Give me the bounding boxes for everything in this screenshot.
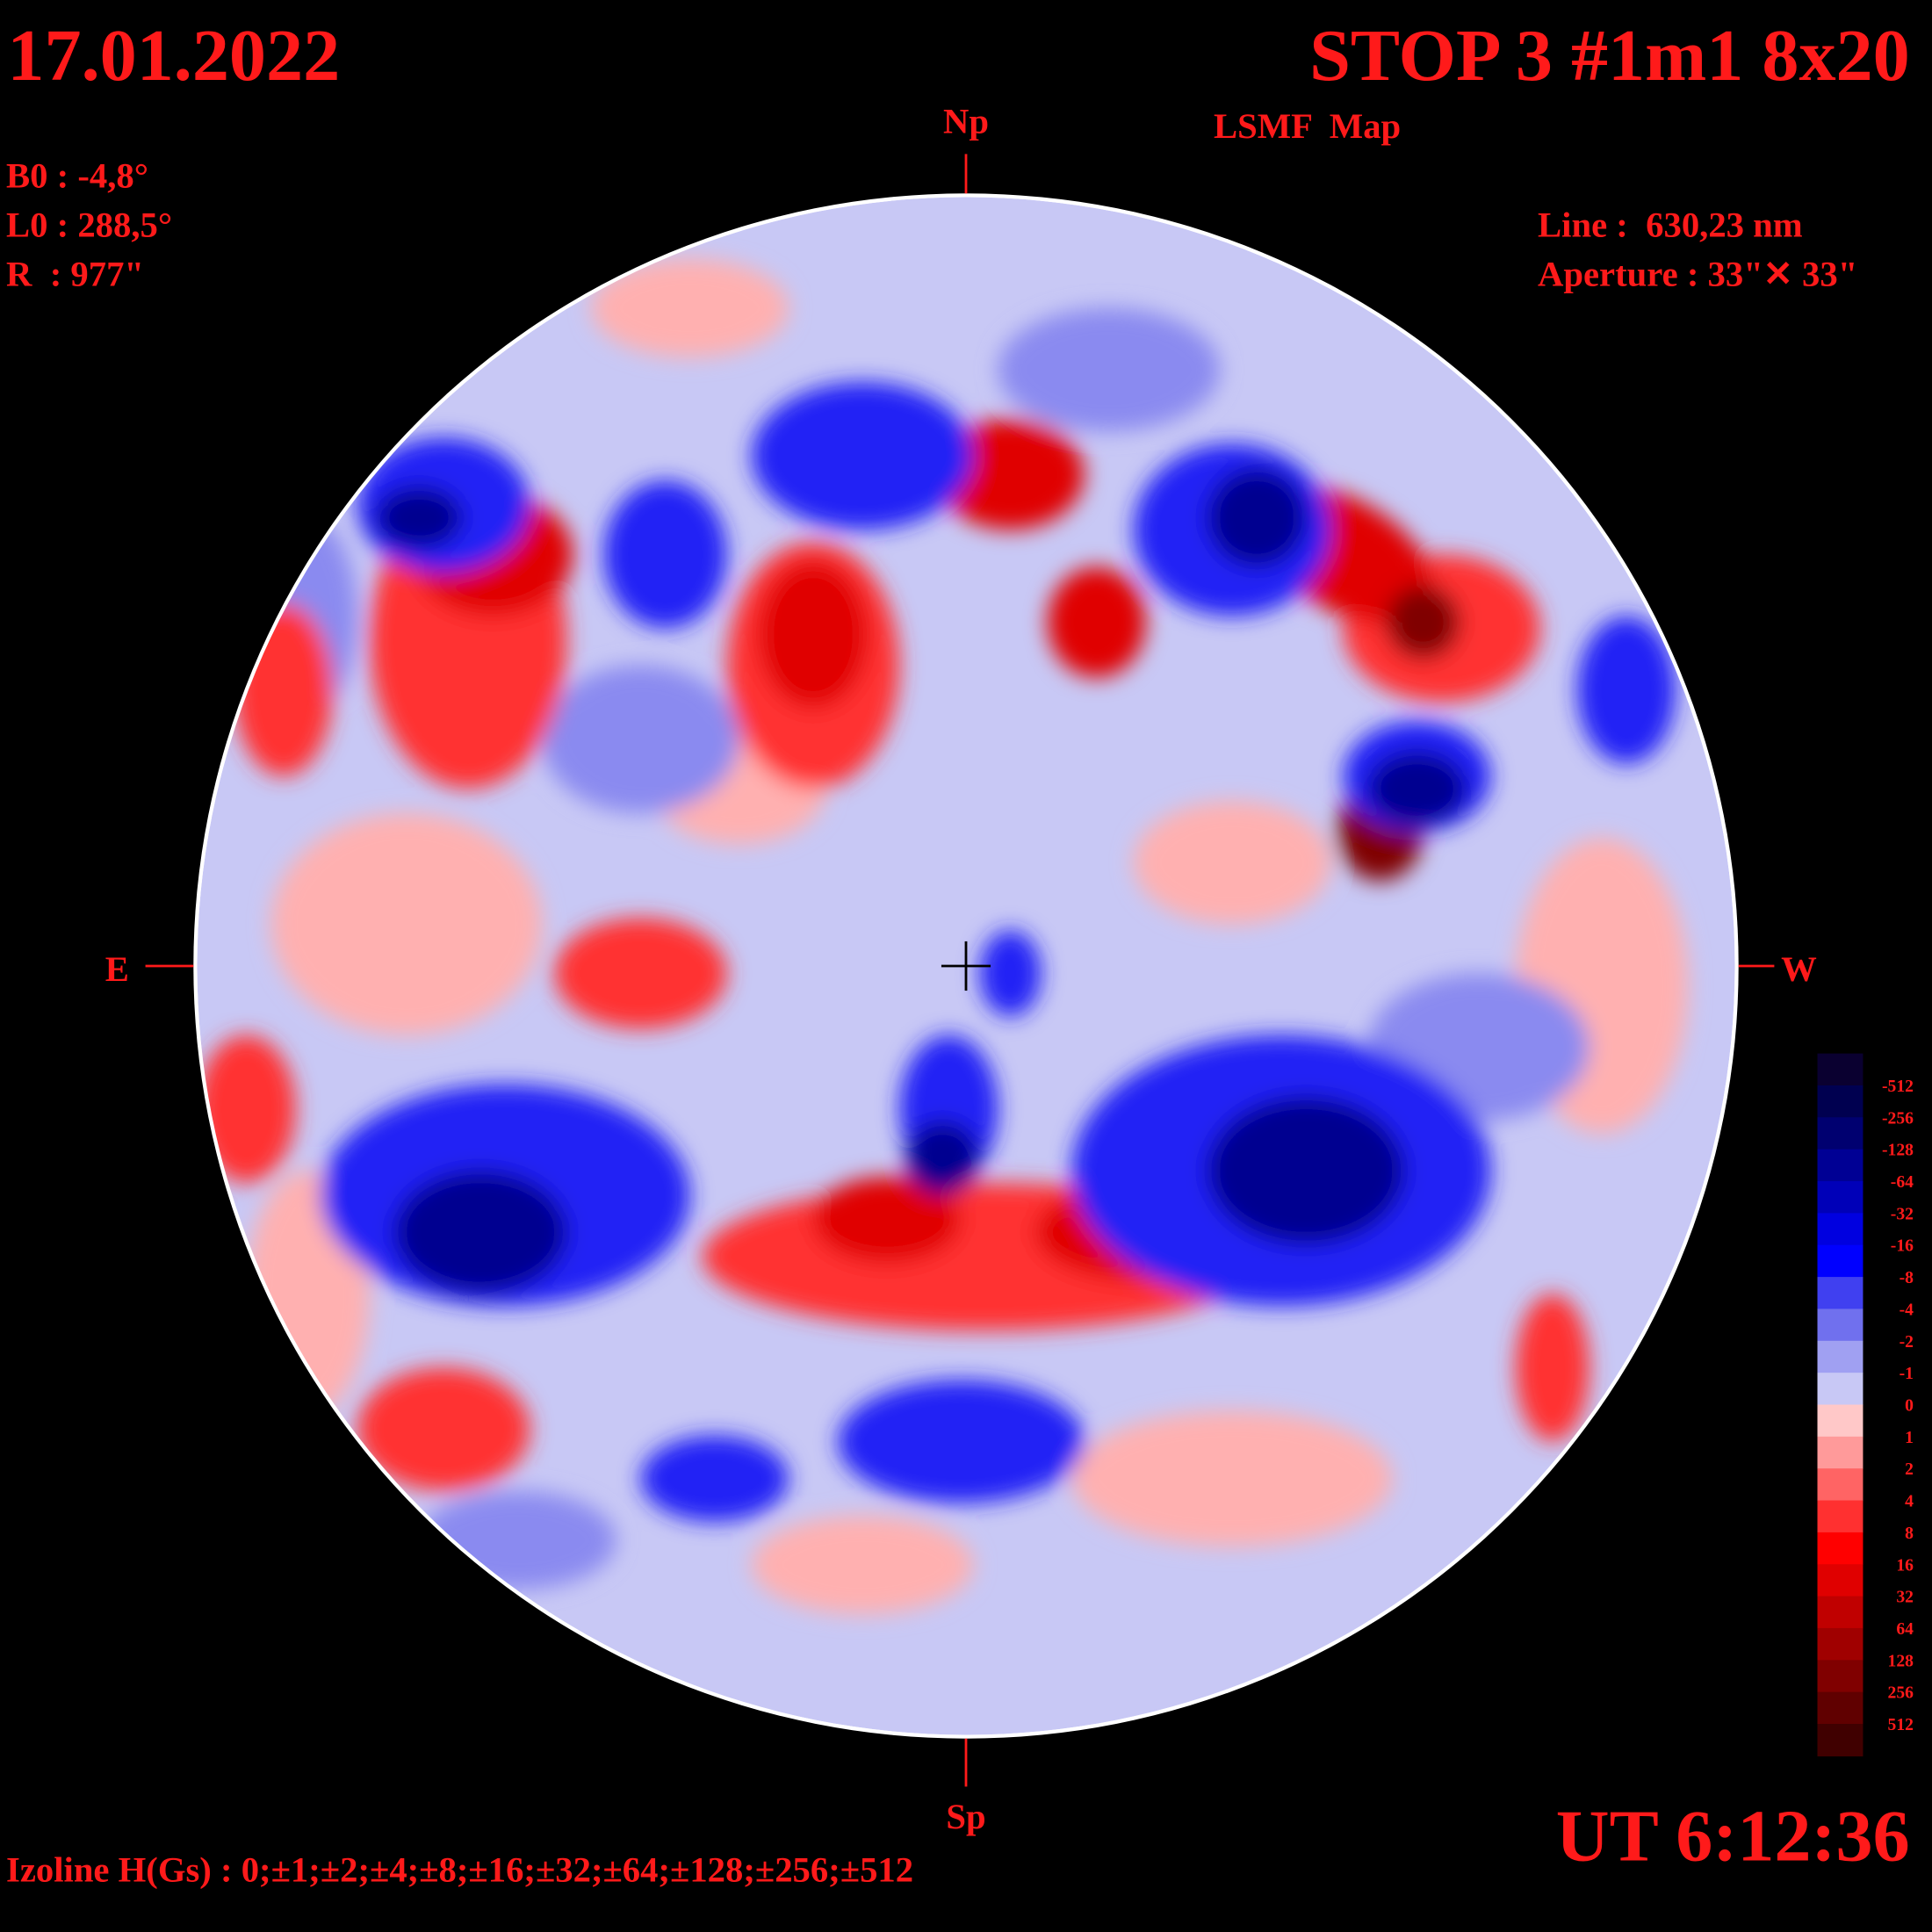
colorbar-band	[1817, 1660, 1864, 1693]
colorbar-label: 1	[1905, 1428, 1914, 1447]
colorbar-label: -32	[1891, 1204, 1914, 1223]
colorbar-band	[1817, 1149, 1864, 1182]
l0: L0 : 288,5°	[6, 205, 172, 244]
colorbar-label: -8	[1900, 1268, 1914, 1287]
colorbar-label: -256	[1882, 1108, 1914, 1128]
b0: B0 : -4,8°	[6, 155, 148, 195]
colorbar-band	[1817, 1532, 1864, 1565]
colorbar-label: 512	[1888, 1715, 1914, 1734]
colorbar-label: -2	[1900, 1332, 1914, 1352]
colorbar-label: -1	[1900, 1364, 1914, 1383]
colorbar-band	[1817, 1627, 1864, 1662]
colorbar-label: 32	[1896, 1588, 1914, 1607]
colorbar-band	[1817, 1181, 1864, 1215]
colorbar-band	[1817, 1085, 1864, 1119]
colorbar-band	[1817, 1596, 1864, 1629]
colorbar-label: 8	[1905, 1524, 1914, 1543]
subtitle: LSMF Map	[1214, 106, 1401, 146]
colorbar-label: 4	[1905, 1492, 1914, 1511]
radius: R : 977"	[6, 255, 144, 294]
isolines: Izoline H(Gs) : 0;±1;±2;±4;±8;±16;±32;±6…	[6, 1849, 913, 1889]
north-label: Np	[943, 102, 989, 141]
colorbar-band	[1817, 1213, 1864, 1246]
colorbar-band	[1817, 1500, 1864, 1533]
colorbar-label: -4	[1900, 1300, 1914, 1319]
west-label: W	[1781, 949, 1817, 989]
colorbar-band	[1817, 1691, 1864, 1725]
colorbar-label: 256	[1888, 1683, 1914, 1703]
date: 17.01.2022	[7, 15, 340, 97]
colorbar-label: -64	[1891, 1172, 1914, 1192]
title: STOP 3 #1m1 8x20	[1309, 15, 1910, 97]
colorbar-band	[1817, 1373, 1864, 1406]
colorbar-band	[1817, 1340, 1864, 1373]
south-label: Sp	[946, 1797, 985, 1836]
colorbar-band	[1817, 1724, 1864, 1757]
colorbar-label: 16	[1896, 1555, 1914, 1575]
aperture: Aperture : 33"✕ 33"	[1538, 255, 1857, 294]
colorbar-band	[1817, 1564, 1864, 1597]
colorbar-band	[1817, 1053, 1864, 1086]
colorbar-label: -512	[1882, 1077, 1914, 1096]
colorbar-band	[1817, 1277, 1864, 1310]
colorbar-label: 128	[1888, 1651, 1914, 1670]
colorbar-band	[1817, 1436, 1864, 1469]
colorbar-label: 0	[1905, 1396, 1914, 1416]
colorbar-label: 64	[1896, 1619, 1914, 1639]
colorbar-band	[1817, 1404, 1864, 1438]
colorbar-band	[1817, 1244, 1864, 1278]
east-label: E	[105, 949, 129, 989]
colorbar-label: -16	[1891, 1236, 1914, 1256]
colorbar: -512 -256 -128 -64 -32 -16 -8 -4 -2 -1 0 1 2 4 8 16 32 64…	[1817, 1053, 1914, 1757]
colorbar-label: 2	[1905, 1460, 1914, 1479]
colorbar-label: -128	[1882, 1141, 1914, 1160]
colorbar-band	[1817, 1468, 1864, 1502]
colorbar-band	[1817, 1308, 1864, 1342]
line: Line : 630,23 nm	[1538, 205, 1803, 244]
time: UT 6:12:36	[1556, 1796, 1910, 1878]
colorbar-band	[1817, 1117, 1864, 1150]
